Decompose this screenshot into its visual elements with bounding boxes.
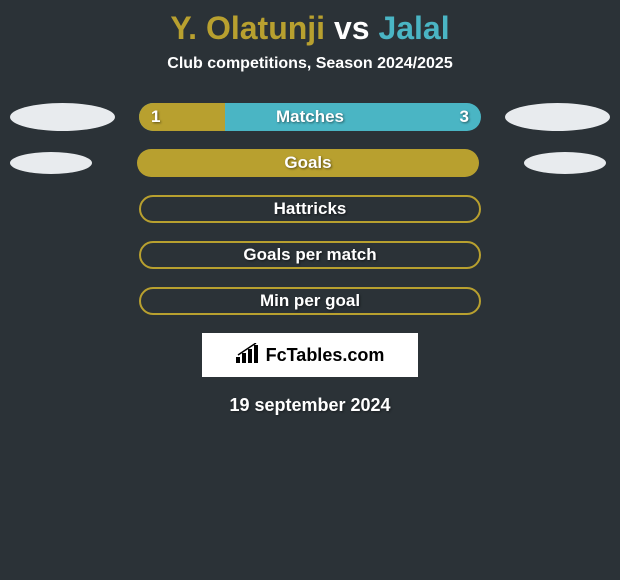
stat-bar: Matches1 3 xyxy=(139,103,481,131)
player2-oval xyxy=(505,287,610,315)
player1-oval xyxy=(10,287,115,315)
player1-oval xyxy=(10,241,115,269)
vs-text: vs xyxy=(325,10,378,46)
stat-bar: Goals per match xyxy=(139,241,481,269)
player2-oval xyxy=(505,241,610,269)
player2-oval xyxy=(505,103,610,131)
bar-wrap: Min per goal xyxy=(115,287,505,315)
stat-label: Min per goal xyxy=(141,291,479,311)
stat-row: Goals xyxy=(0,149,620,177)
player1-oval xyxy=(10,103,115,131)
player1-name: Y. Olatunji xyxy=(170,10,325,46)
player1-oval xyxy=(10,152,92,174)
logo-box: FcTables.com xyxy=(202,333,418,377)
stat-label: Goals xyxy=(137,153,479,173)
bars-chart-icon xyxy=(236,343,262,368)
logo: FcTables.com xyxy=(236,343,385,368)
player2-oval xyxy=(524,152,606,174)
subtitle: Club competitions, Season 2024/2025 xyxy=(0,55,620,103)
stat-row: Min per goal xyxy=(0,287,620,315)
stat-label: Matches xyxy=(139,107,481,127)
stat-label: Hattricks xyxy=(141,199,479,219)
stat-label: Goals per match xyxy=(141,245,479,265)
stat-row: Matches1 3 xyxy=(0,103,620,131)
stats-area: Matches1 3 Goals Hattricks Goals per match Mi… xyxy=(0,103,620,315)
stat-bar: Min per goal xyxy=(139,287,481,315)
stat-row: Goals per match xyxy=(0,241,620,269)
stat-row: Hattricks xyxy=(0,195,620,223)
bar-wrap: Goals xyxy=(92,149,524,177)
stat-bar: Goals xyxy=(137,149,479,177)
stat-bar: Hattricks xyxy=(139,195,481,223)
date-text: 19 september 2024 xyxy=(0,395,620,416)
player2-oval xyxy=(505,195,610,223)
comparison-title: Y. Olatunji vs Jalal xyxy=(0,0,620,55)
player2-name: Jalal xyxy=(378,10,449,46)
bar-wrap: Hattricks xyxy=(115,195,505,223)
bar-wrap: Goals per match xyxy=(115,241,505,269)
logo-text: FcTables.com xyxy=(266,345,385,366)
stat-value-left: 1 xyxy=(151,107,160,127)
bar-wrap: Matches1 3 xyxy=(115,103,505,131)
stat-value-right: 3 xyxy=(460,107,469,127)
player1-oval xyxy=(10,195,115,223)
